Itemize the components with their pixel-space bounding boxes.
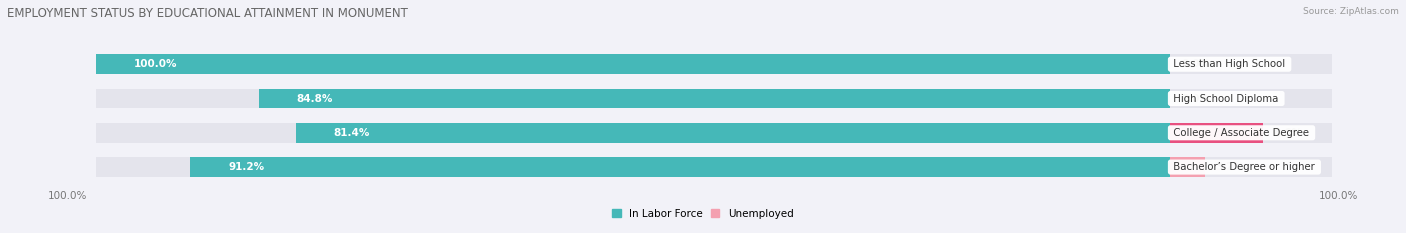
Bar (96, 157, 1331, 177)
Legend: In Labor Force, Unemployed: In Labor Force, Unemployed (613, 209, 793, 219)
Text: Source: ZipAtlas.com: Source: ZipAtlas.com (1303, 7, 1399, 16)
Text: 81.4%: 81.4% (333, 128, 370, 138)
Bar (1170, 123, 1263, 143)
Bar (96, 54, 1331, 74)
Text: 100.0%: 100.0% (1319, 191, 1358, 201)
Text: 91.2%: 91.2% (228, 162, 264, 172)
Bar (96, 123, 1331, 143)
Text: 100.0%: 100.0% (134, 59, 177, 69)
Text: 100.0%: 100.0% (48, 191, 87, 201)
Bar (96, 54, 1170, 74)
Text: EMPLOYMENT STATUS BY EDUCATIONAL ATTAINMENT IN MONUMENT: EMPLOYMENT STATUS BY EDUCATIONAL ATTAINM… (7, 7, 408, 20)
Text: 8.6%: 8.6% (1274, 128, 1302, 138)
Bar (190, 157, 1170, 177)
Text: 3.2%: 3.2% (1216, 162, 1244, 172)
Bar (96, 89, 1331, 108)
Text: Less than High School: Less than High School (1170, 59, 1289, 69)
Bar (295, 123, 1170, 143)
Text: 84.8%: 84.8% (297, 93, 333, 103)
Bar (1170, 157, 1205, 177)
Text: Bachelor’s Degree or higher: Bachelor’s Degree or higher (1170, 162, 1319, 172)
Bar (259, 89, 1170, 108)
Text: College / Associate Degree: College / Associate Degree (1170, 128, 1313, 138)
Text: 0.0%: 0.0% (1181, 93, 1211, 103)
Text: 0.0%: 0.0% (1181, 59, 1211, 69)
Text: High School Diploma: High School Diploma (1170, 93, 1282, 103)
